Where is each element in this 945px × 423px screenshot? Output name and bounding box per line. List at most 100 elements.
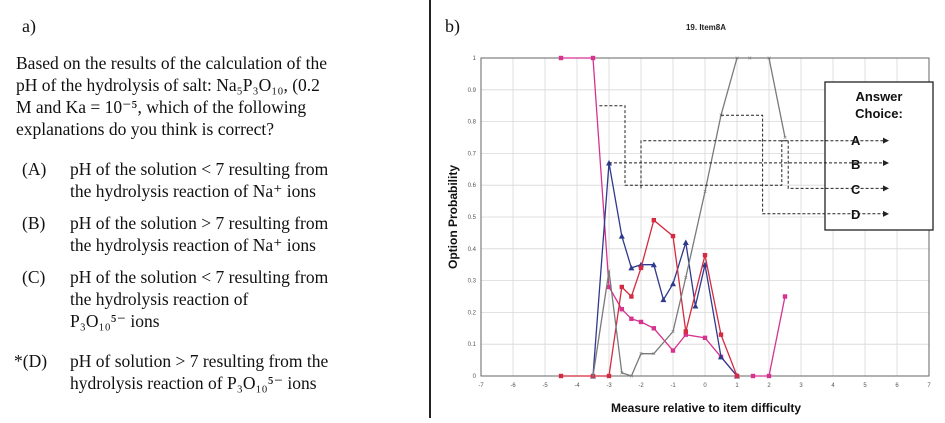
data-point	[702, 335, 708, 341]
data-point	[670, 280, 676, 287]
y-tick-label: 1	[473, 56, 477, 62]
question-line: M and Ka = 10⁻⁵, which of the following	[16, 97, 307, 117]
data-point: ×	[703, 189, 707, 196]
data-point	[682, 239, 689, 245]
data-point	[683, 332, 688, 337]
x-axis-label: Measure relative to item difficulty	[611, 401, 801, 415]
y-tick-label: 0.7	[468, 151, 477, 157]
option-letter: (A)	[22, 159, 47, 179]
data-point: ×	[735, 56, 739, 63]
legend-entry-b: B	[851, 157, 860, 172]
x-tick-label: -1	[670, 383, 676, 389]
panel-b: b) 19. Item8A -7 -6 -5 -4 -3 -2 -1 0 1 2 3 4 5 6 7 0 0.1…	[431, 0, 945, 418]
x-tick-label: 6	[895, 383, 899, 389]
data-point	[629, 316, 634, 321]
data-point	[702, 252, 708, 258]
option-line: pH of solution > 7 resulting from the	[70, 351, 329, 371]
y-tick-label: 0.3	[468, 279, 477, 285]
data-point	[558, 55, 564, 61]
chart-title: 19. Item8A	[686, 23, 726, 32]
panel-divider	[429, 0, 431, 418]
data-point	[606, 373, 612, 379]
data-point: ×	[652, 351, 656, 358]
x-tick-label: -2	[638, 383, 644, 389]
y-tick-label: 0.5	[468, 215, 477, 221]
option-line: hydrolysis reaction of P₃O₁₀⁵⁻ ions	[70, 373, 317, 393]
data-point	[766, 373, 772, 379]
x-tick-label: -5	[542, 383, 548, 389]
data-point	[618, 233, 625, 239]
option-text: pH of the solution < 7 resulting from th…	[70, 266, 410, 332]
data-point	[692, 303, 699, 309]
series-line	[561, 219, 738, 377]
data-point: ×	[607, 269, 611, 276]
panel-a-label: a)	[22, 16, 36, 36]
question-line: Based on the results of the calculation …	[16, 53, 328, 73]
data-point	[782, 294, 788, 299]
data-point: ×	[591, 374, 595, 381]
data-point	[683, 329, 688, 334]
series-line	[561, 57, 738, 377]
x-tick-label: -7	[478, 383, 484, 389]
data-point	[650, 261, 657, 268]
legend-entry-d: D	[851, 207, 860, 222]
data-point: ×	[629, 374, 633, 381]
data-point: ×	[767, 56, 771, 63]
data-point	[629, 294, 634, 299]
series-line	[592, 57, 786, 377]
arrow-head	[883, 210, 889, 217]
option-probability-chart: 19. Item8A -7 -6 -5 -4 -3 -2 -1 0 1 2 3 4 5 6 7 0 0.1 0.2…	[446, 23, 934, 415]
data-point	[628, 264, 635, 271]
x-tick-label: 4	[831, 383, 835, 389]
option-letter: (C)	[22, 267, 46, 287]
data-point	[638, 265, 644, 271]
x-tick-label: 5	[863, 383, 867, 389]
data-point: ×	[783, 135, 787, 142]
question-text: Based on the results of the calculation …	[16, 52, 416, 140]
x-tick-label: -3	[606, 383, 612, 389]
option-text: pH of solution > 7 resulting from the hy…	[70, 350, 410, 394]
data-point	[718, 353, 724, 360]
data-point: ×	[639, 351, 643, 358]
question-line: explanations do you think is correct?	[16, 119, 275, 139]
legend-box	[824, 81, 934, 231]
y-tick-label: 0.6	[468, 183, 477, 189]
series-c	[558, 217, 740, 379]
y-tick-label: 0.2	[468, 310, 477, 316]
legend-pointer-d	[721, 114, 883, 215]
option-line: the hydrolysis reaction of	[70, 289, 249, 309]
data-point: ×	[671, 329, 675, 336]
series-b	[590, 159, 740, 379]
question-line: pH of the hydrolysis of salt: Na₅P₃O₁₀, …	[16, 75, 320, 95]
legend-entry-c: C	[851, 182, 861, 197]
data-point	[718, 332, 724, 337]
y-tick-label: 0.9	[468, 88, 477, 94]
data-point	[670, 348, 676, 353]
data-point: ×	[620, 370, 624, 377]
arrow-head	[883, 137, 889, 144]
y-tick-label: 0.1	[468, 342, 477, 348]
data-point	[606, 284, 612, 290]
x-tick-label: 3	[799, 383, 803, 389]
x-tick-label: 0	[703, 383, 707, 389]
x-tick-label: 7	[927, 383, 931, 389]
legend-pointer-c	[640, 140, 883, 189]
data-point: ×	[719, 113, 723, 120]
x-tick-label: 1	[735, 383, 739, 389]
option-letter: (B)	[22, 213, 46, 233]
data-point	[619, 307, 624, 312]
option-letter: *(D)	[14, 351, 48, 371]
x-tick-label: -6	[510, 383, 516, 389]
arrow-head	[883, 185, 889, 192]
data-point	[590, 55, 596, 61]
option-text: pH of the solution > 7 resulting from th…	[70, 212, 410, 256]
x-tick-label: 2	[767, 383, 771, 389]
option-line: P₃O₁₀⁵⁻ ions	[70, 311, 160, 331]
data-point: ×	[684, 275, 688, 282]
legend-pointer-a	[599, 105, 883, 186]
option-text: pH of the solution < 7 resulting from th…	[70, 158, 410, 202]
arrow-head	[883, 159, 889, 166]
data-point	[619, 284, 624, 290]
y-tick-label: 0.4	[468, 247, 477, 253]
series-d: × × × × × × × × × × × × × ×	[591, 56, 787, 381]
